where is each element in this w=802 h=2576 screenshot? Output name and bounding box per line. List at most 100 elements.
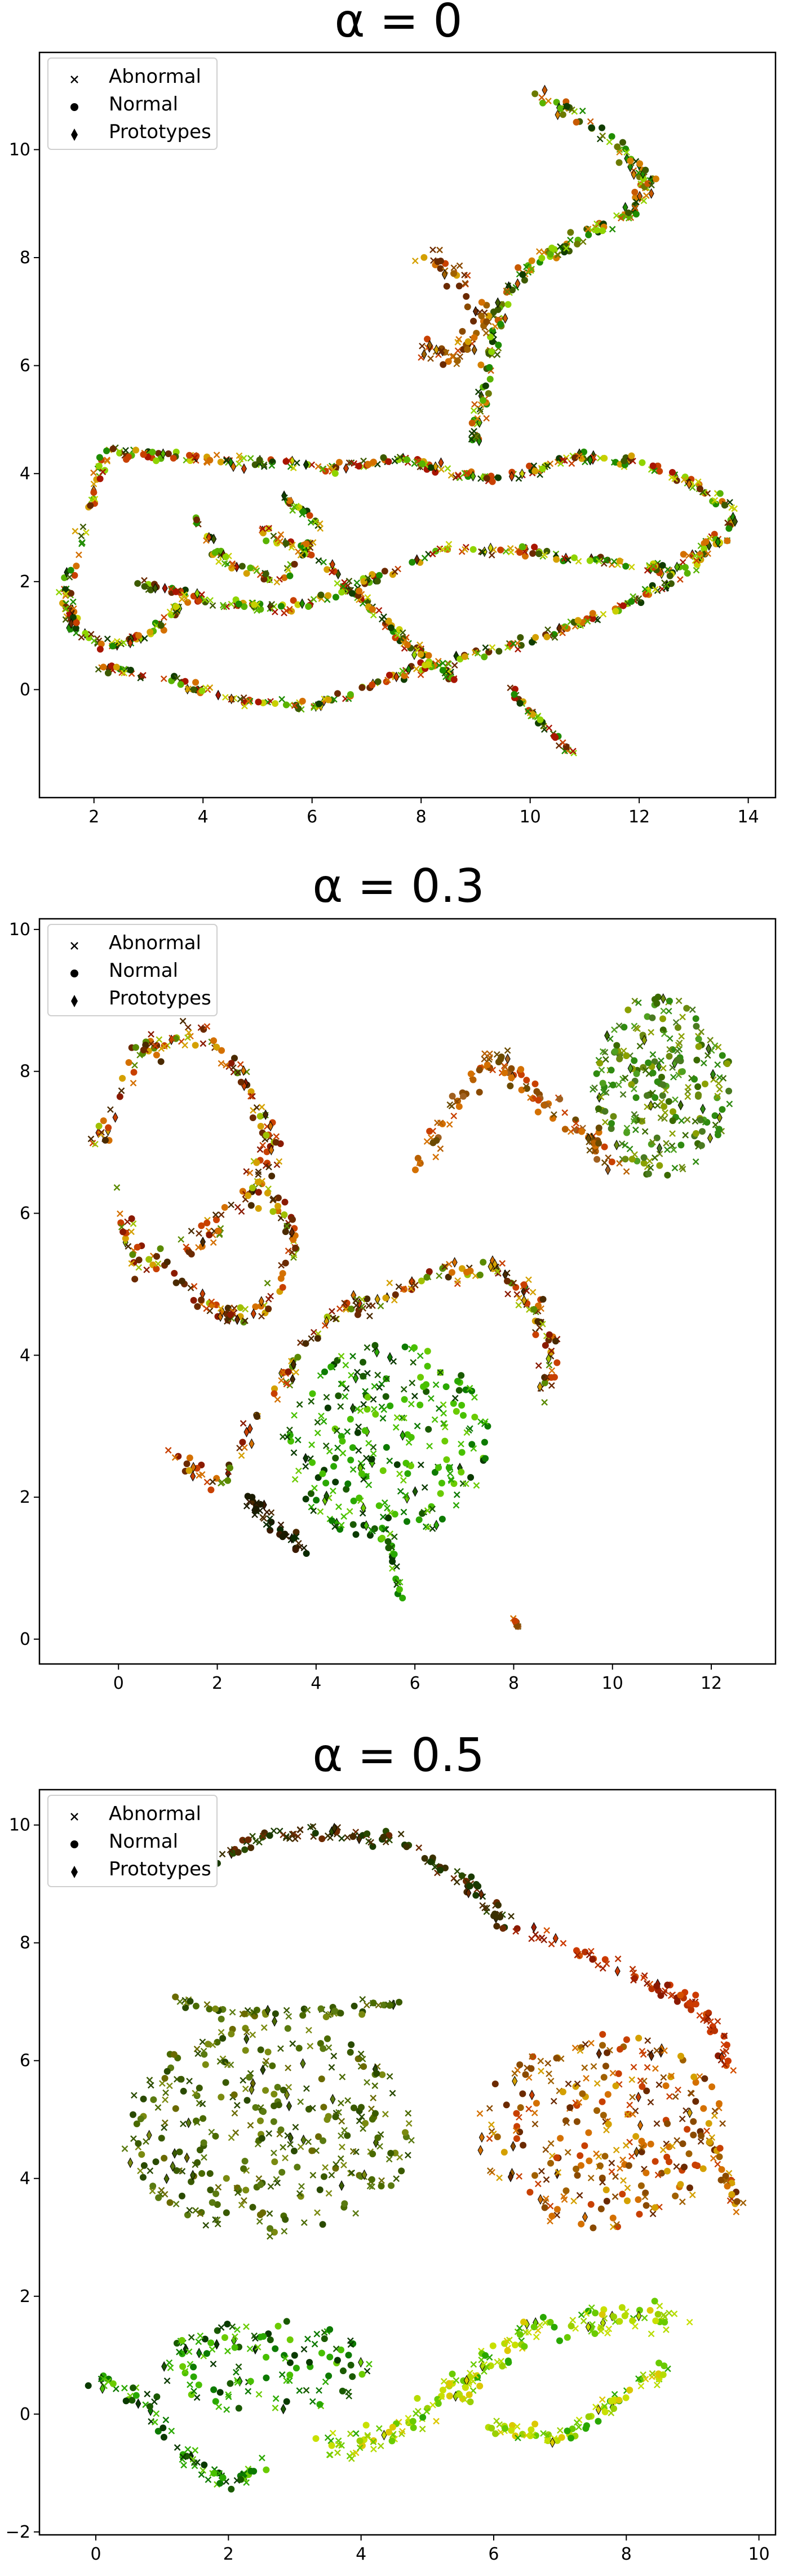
abnormal-point xyxy=(726,2197,734,2205)
abnormal-point xyxy=(176,2348,183,2356)
abnormal-point xyxy=(320,559,327,566)
prototype-point xyxy=(699,1103,706,1114)
normal-point xyxy=(599,2311,606,2318)
abnormal-point xyxy=(130,2135,137,2142)
abnormal-point xyxy=(229,2323,236,2330)
normal-point xyxy=(516,2331,524,2338)
normal-point xyxy=(155,2194,162,2201)
normal-point xyxy=(235,600,242,608)
abnormal-point xyxy=(245,697,252,705)
abnormal-point xyxy=(368,2105,375,2113)
normal-point xyxy=(541,1379,548,1387)
normal-point xyxy=(418,1277,425,1285)
prototype-point xyxy=(555,109,561,121)
prototype-point xyxy=(470,471,476,482)
normal-point xyxy=(266,1832,273,1839)
abnormal-point xyxy=(201,2154,207,2161)
abnormal-point xyxy=(98,1131,105,1138)
abnormal-point xyxy=(162,2119,169,2126)
normal-point xyxy=(410,2424,417,2431)
abnormal-point xyxy=(395,1283,402,1290)
normal-point xyxy=(455,1103,463,1110)
normal-point xyxy=(198,1296,205,1304)
abnormal-point xyxy=(402,1492,409,1499)
abnormal-point xyxy=(653,2047,661,2054)
abnormal-point xyxy=(342,1393,348,1400)
abnormal-point xyxy=(579,238,587,245)
abnormal-point xyxy=(442,349,450,356)
normal-point xyxy=(621,457,628,464)
normal-point xyxy=(295,2044,303,2052)
abnormal-point xyxy=(360,2125,366,2132)
normal-point xyxy=(364,1393,371,1401)
normal-point xyxy=(274,2322,282,2330)
prototype-point xyxy=(68,618,74,629)
normal-point xyxy=(562,2117,569,2124)
abnormal-point xyxy=(162,2089,169,2096)
abnormal-point xyxy=(593,220,600,227)
abnormal-point xyxy=(225,2393,232,2400)
abnormal-point xyxy=(454,347,462,354)
abnormal-point xyxy=(632,1126,639,1134)
normal-point xyxy=(499,1925,507,1932)
normal-point xyxy=(252,1505,260,1512)
abnormal-point xyxy=(333,1427,340,1435)
abnormal-point xyxy=(197,2210,204,2218)
normal-point xyxy=(178,2192,185,2199)
normal-point xyxy=(348,2041,355,2048)
normal-point xyxy=(139,2174,147,2181)
normal-point xyxy=(512,1283,520,1291)
normal-point xyxy=(513,2135,520,2143)
abnormal-point xyxy=(644,1980,650,1987)
abnormal-point xyxy=(534,2180,542,2188)
abnormal-point xyxy=(544,1102,551,1109)
normal-point xyxy=(349,1521,357,1528)
normal-point xyxy=(270,2118,277,2125)
normal-point xyxy=(173,2340,180,2347)
abnormal-point xyxy=(675,2086,681,2093)
normal-point xyxy=(466,2391,473,2398)
prototype-point xyxy=(361,2169,367,2180)
normal-point xyxy=(531,2420,539,2428)
abnormal-point xyxy=(199,2038,206,2046)
abnormal-point xyxy=(201,596,209,603)
abnormal-point xyxy=(318,1413,325,1419)
normal-point xyxy=(458,1265,466,1272)
abnormal-point xyxy=(338,2100,344,2106)
normal-point xyxy=(521,2343,528,2350)
abnormal-point xyxy=(338,2442,345,2449)
normal-point xyxy=(104,669,112,676)
normal-point xyxy=(533,1088,540,1095)
normal-point xyxy=(609,1081,617,1088)
normal-point xyxy=(715,2100,723,2107)
prototype-point xyxy=(550,2437,556,2448)
abnormal-point xyxy=(416,641,423,648)
prototype-point xyxy=(512,2075,518,2087)
abnormal-point xyxy=(144,2391,151,2397)
abnormal-point xyxy=(389,1565,396,1572)
abnormal-point xyxy=(546,724,553,732)
normal-point xyxy=(423,1274,431,1281)
abnormal-point xyxy=(543,2176,550,2183)
abnormal-point xyxy=(310,1329,317,1336)
abnormal-point xyxy=(436,246,443,254)
abnormal-point xyxy=(484,1904,490,1911)
prototype-point xyxy=(374,1294,380,1305)
abnormal-point xyxy=(235,2363,242,2370)
normal-point xyxy=(481,653,488,661)
abnormal-point xyxy=(346,1508,353,1515)
normal-point xyxy=(321,2335,328,2343)
abnormal-point xyxy=(370,1450,377,1457)
normal-point xyxy=(338,588,345,596)
normal-point xyxy=(149,449,156,456)
normal-point xyxy=(664,1171,671,1179)
abnormal-point xyxy=(320,1418,327,1425)
prototype-point xyxy=(190,1471,196,1482)
abnormal-point xyxy=(282,2355,289,2362)
normal-point xyxy=(424,335,431,343)
abnormal-point xyxy=(551,1111,557,1118)
normal-point xyxy=(366,1532,374,1539)
normal-point xyxy=(238,563,246,570)
abnormal-point xyxy=(551,634,559,641)
x-tick-label: 12 xyxy=(701,1674,722,1693)
